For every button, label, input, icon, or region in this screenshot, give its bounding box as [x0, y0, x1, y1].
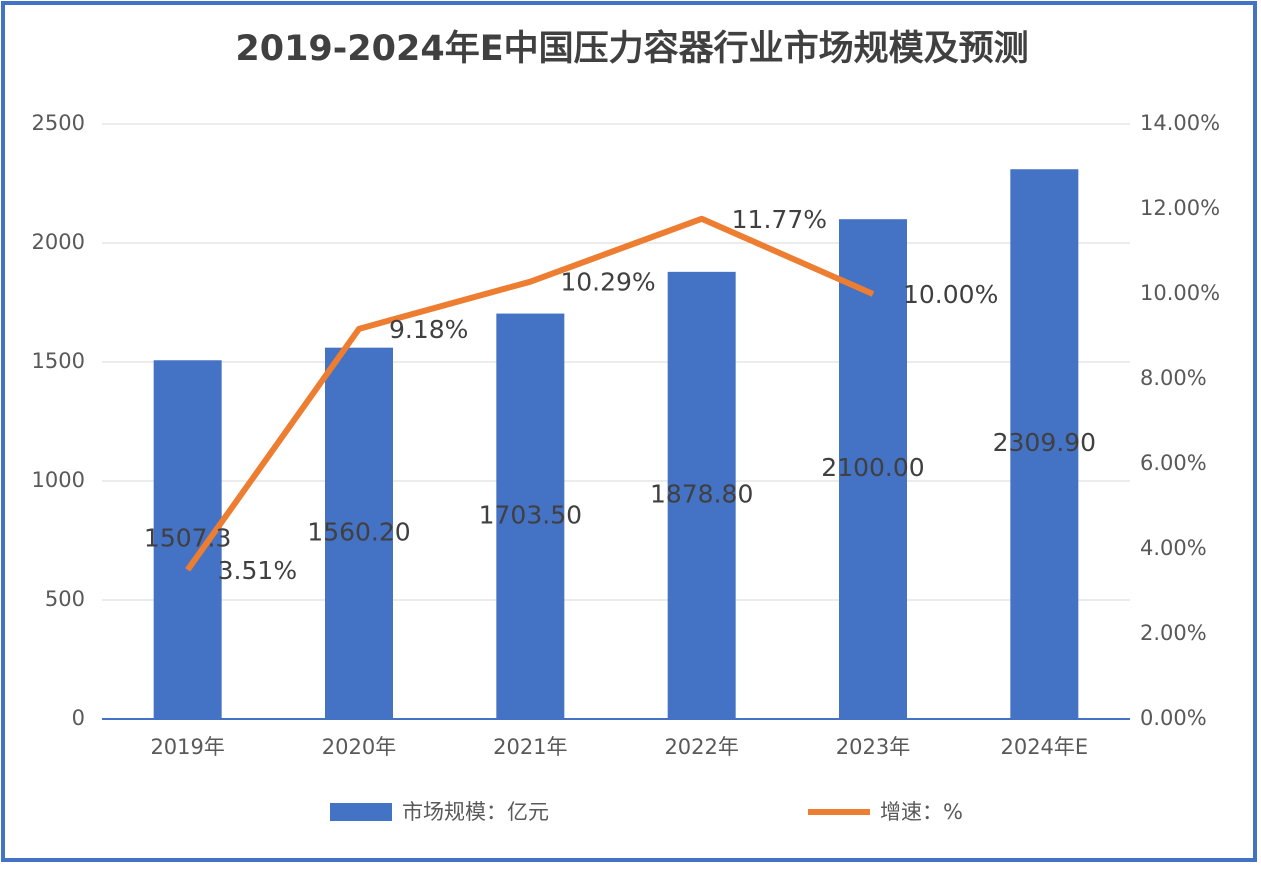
bar — [667, 271, 736, 719]
bar — [496, 313, 565, 719]
legend-label: 市场规模：亿元 — [402, 800, 549, 824]
y2-tick-label: 4.00% — [1140, 536, 1207, 560]
data-label: 3.51% — [218, 556, 297, 585]
data-label: 10.00% — [903, 280, 998, 309]
y2-tick-label: 8.00% — [1140, 366, 1207, 390]
bar — [839, 219, 907, 719]
data-label: 11.77% — [732, 205, 827, 234]
x-tick-label: 2022年 — [664, 735, 738, 759]
bar — [1010, 169, 1079, 720]
y-tick-label: 2500 — [32, 111, 85, 135]
legend-label: 增速：% — [880, 800, 963, 824]
x-tick-label: 2024年E — [1000, 735, 1088, 759]
y2-tick-label: 12.00% — [1140, 196, 1220, 220]
x-tick-label: 2020年 — [322, 735, 396, 759]
y2-tick-label: 14.00% — [1140, 111, 1220, 135]
legend-swatch — [330, 803, 392, 821]
data-label: 2309.90 — [993, 428, 1096, 457]
x-tick-label: 2021年 — [493, 735, 567, 759]
y-tick-label: 1500 — [32, 349, 85, 373]
data-label: 2100.00 — [821, 453, 924, 482]
x-tick-label: 2019年 — [150, 735, 224, 759]
x-tick-label: 2023年 — [836, 735, 910, 759]
line — [185, 215, 875, 572]
y2-tick-label: 2.00% — [1140, 621, 1207, 645]
data-label: 1878.80 — [650, 479, 753, 508]
y2-tick-label: 10.00% — [1140, 281, 1220, 305]
data-label: 1507.3 — [144, 524, 231, 553]
data-label: 10.29% — [560, 268, 655, 297]
y2-tick-label: 0.00% — [1140, 706, 1207, 730]
y-tick-label: 1000 — [32, 468, 85, 492]
y-tick-label: 500 — [45, 587, 85, 611]
bar — [325, 347, 393, 719]
y2-tick-label: 6.00% — [1140, 451, 1207, 475]
y-tick-label: 2000 — [32, 230, 85, 254]
chart-title: 2019-2024年E中国压力容器行业市场规模及预测 — [235, 29, 1028, 69]
data-label: 1703.50 — [479, 500, 582, 529]
data-label: 9.18% — [389, 315, 468, 344]
y-tick-label: 0 — [72, 706, 85, 730]
data-label: 1560.20 — [307, 517, 410, 546]
